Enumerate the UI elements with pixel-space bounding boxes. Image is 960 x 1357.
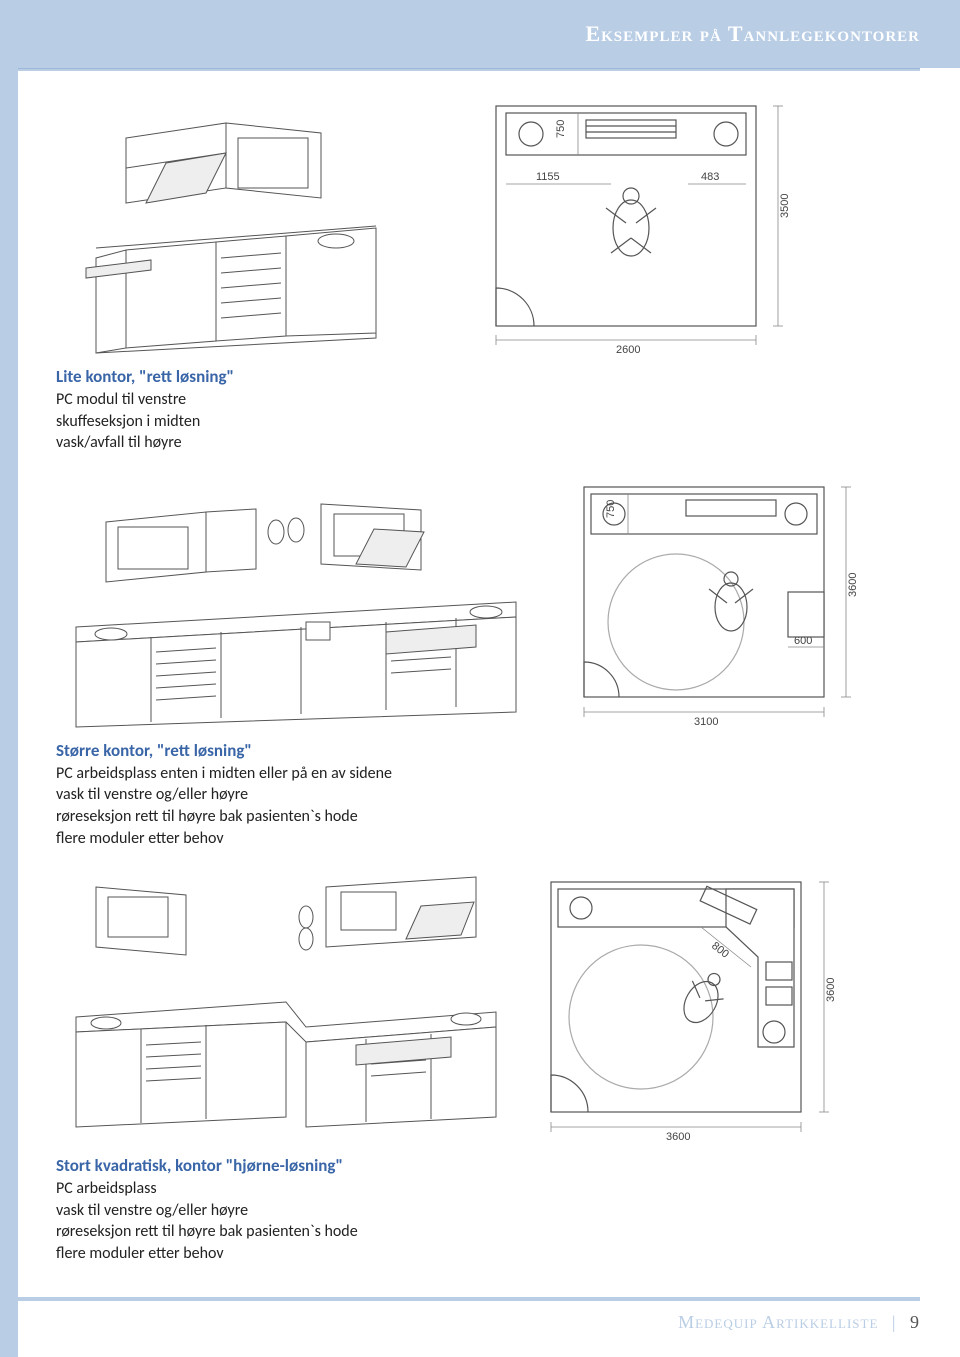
figrow-storre: 3100 3600 750 600 [56,472,920,732]
caption-line: skuffeseksjon i midten [56,411,920,433]
floorplan-lite: 2600 3500 750 1155 483 [456,88,826,358]
content-area: 2600 3500 750 1155 483 Lite kontor, "ret… [56,88,920,1297]
caption-body-lite: PC modul til venstre skuffeseksjon i mid… [56,389,920,454]
footer-page: 9 [910,1312,920,1332]
caption-title-storre: Større kontor, "rett løsning" [56,740,920,761]
dim-depth-storre: 750 [605,499,617,517]
caption-body-stort: PC arbeidsplass vask til venstre og/elle… [56,1178,920,1264]
dim-right-storre: 600 [794,635,812,647]
dim-width-storre: 3100 [694,716,718,728]
perspective-sketch-stort [56,867,506,1147]
footer-rule [18,1297,920,1301]
footer-text: Medequip Artikkelliste [678,1312,878,1332]
perspective-sketch-storre [56,492,536,732]
caption-line: flere moduler etter behov [56,1243,920,1265]
section-storre: 3100 3600 750 600 Større kontor, "rett l… [56,472,920,849]
page-header-title: Eksempler på Tannlegekontorer [585,21,920,47]
caption-body-storre: PC arbeidsplass enten i midten eller på … [56,763,920,849]
caption-line: PC arbeidsplass enten i midten eller på … [56,763,920,785]
caption-title-lite: Lite kontor, "rett løsning" [56,366,920,387]
header-rule [18,68,920,71]
footer-separator: | [884,1312,905,1332]
footer: Medequip Artikkelliste | 9 [678,1312,920,1333]
figrow-stort: 3600 3600 800 [56,867,920,1147]
caption-line: vask til venstre og/eller høyre [56,1200,920,1222]
dim-height-storre: 3600 [847,572,859,596]
header-band: Eksempler på Tannlegekontorer [0,0,960,68]
caption-line: PC arbeidsplass [56,1178,920,1200]
caption-line: flere moduler etter behov [56,828,920,850]
perspective-sketch-lite [56,108,436,358]
figrow-lite: 2600 3500 750 1155 483 [56,88,920,358]
section-lite: 2600 3500 750 1155 483 Lite kontor, "ret… [56,88,920,454]
floorplan-stort: 3600 3600 800 [526,867,856,1147]
dim-width-stort: 3600 [666,1131,690,1143]
dim-width-lite: 2600 [616,344,640,356]
caption-line: vask til venstre og/eller høyre [56,784,920,806]
dim-left-lite: 1155 [536,171,560,183]
caption-line: vask/avfall til høyre [56,432,920,454]
caption-line: røreseksjon rett til høyre bak pasienten… [56,806,920,828]
dim-height-lite: 3500 [779,194,791,218]
dim-depth-lite: 750 [555,120,567,138]
floorplan-storre: 3100 3600 750 600 [556,472,876,732]
dim-diag-stort: 800 [709,940,731,961]
caption-title-stort: Stort kvadratisk, kontor "hjørne-løsning… [56,1155,920,1176]
caption-line: røreseksjon rett til høyre bak pasienten… [56,1221,920,1243]
section-stort: 3600 3600 800 Stort kvadratisk, kontor "… [56,867,920,1264]
dim-right-lite: 483 [701,171,719,183]
left-margin-band [0,0,18,1357]
caption-line: PC modul til venstre [56,389,920,411]
dim-height-stort: 3600 [825,978,837,1002]
